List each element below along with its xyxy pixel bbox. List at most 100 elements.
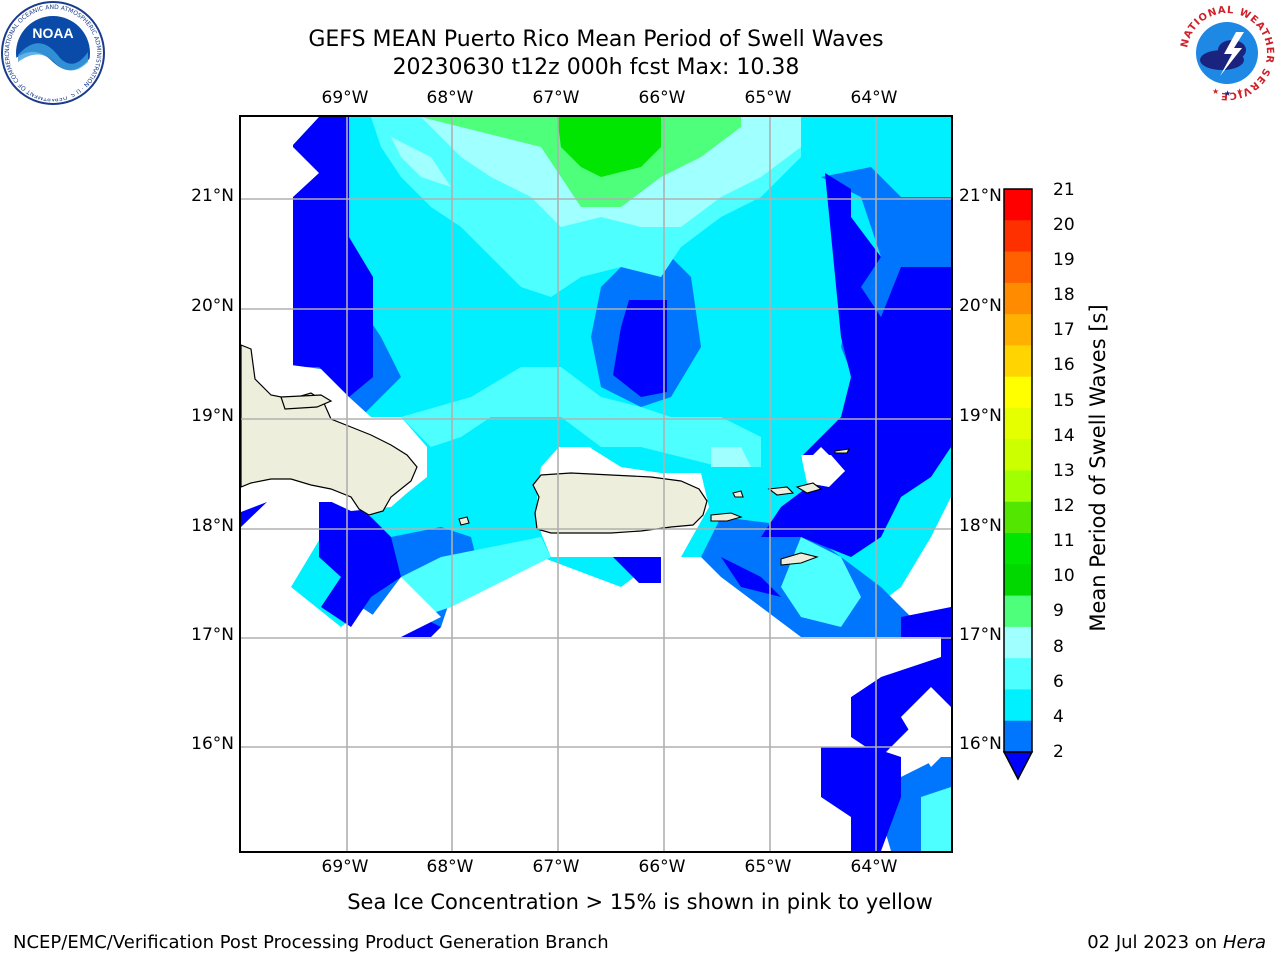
land-st-croix (780, 552, 819, 566)
colorbar-bin (1004, 314, 1032, 346)
colorbar-tick: 12 (1053, 496, 1075, 516)
colorbar-label: Mean Period of Swell Waves [s] (1086, 304, 1110, 632)
title-line-1: GEFS MEAN Puerto Rico Mean Period of Swe… (308, 27, 884, 52)
colorbar-tick: 17 (1053, 320, 1075, 340)
colorbar-tick: 10 (1053, 566, 1075, 586)
field-lt2-nw (293, 117, 373, 397)
footer-machine: Hera (1222, 932, 1266, 953)
colorbar-bin (1004, 220, 1032, 253)
lat-label: 21°N (191, 186, 234, 206)
colorbar-tick: 9 (1053, 601, 1064, 621)
nws-logo: NATIONAL WEATHER SERVICE ★ ★ ★ (1178, 4, 1276, 102)
colorbar-tick: 21 (1053, 180, 1075, 200)
field-8-9-b (391, 137, 451, 187)
land-tortola (795, 482, 823, 494)
chart-title: GEFS MEAN Puerto Rico Mean Period of Swe… (0, 26, 1192, 82)
nodata-st-croix-area (807, 447, 845, 482)
lat-label: 21°N (959, 186, 1002, 206)
colorbar-bin (1004, 345, 1032, 378)
lat-label: 19°N (959, 406, 1002, 426)
colorbar-tick: 15 (1053, 391, 1075, 411)
colorbar-bin (1004, 595, 1032, 628)
field-10-11 (557, 117, 661, 177)
colorbar-bin (1004, 251, 1032, 284)
field-6-8-far-se (921, 787, 951, 851)
colorbar-tick: 2 (1053, 742, 1064, 762)
lon-label: 65°W (744, 857, 792, 877)
colorbar-bin (1004, 439, 1032, 471)
lon-label: 69°W (321, 88, 369, 108)
colorbar-bin (1004, 533, 1032, 565)
lon-label: 66°W (638, 88, 686, 108)
lon-label: 64°W (850, 857, 898, 877)
field-6-8-center (401, 367, 761, 467)
land-hispaniola-nw (280, 394, 333, 410)
grid-lines (241, 117, 951, 851)
colorbar-tick: 16 (1053, 355, 1075, 375)
lat-label: 16°N (191, 734, 234, 754)
colorbar-bin (1004, 282, 1032, 315)
svg-text:★: ★ (1236, 87, 1243, 96)
lat-label: 20°N (191, 296, 234, 316)
lon-label: 65°W (744, 88, 792, 108)
lon-label: 67°W (532, 88, 580, 108)
colorbar-bin (1004, 720, 1032, 753)
field-lt2-pr-south (611, 555, 661, 583)
lon-label: 68°W (426, 857, 474, 877)
title-line-2: 20230630 t12z 000h fcst Max: 10.38 (392, 55, 800, 80)
colorbar-bin (1004, 470, 1032, 503)
colorbar-tick: 4 (1053, 707, 1064, 727)
colorbar-tick: 18 (1053, 285, 1075, 305)
colorbar-tick: 20 (1053, 215, 1075, 235)
colorbar-tick: 8 (1053, 637, 1064, 657)
lat-label: 18°N (191, 516, 234, 536)
land-culebra (732, 490, 744, 498)
lat-label: 17°N (191, 625, 234, 645)
colorbar-bin (1004, 189, 1032, 221)
svg-text:★: ★ (1212, 87, 1219, 96)
colorbar-bin (1004, 407, 1032, 440)
colorbar-under-triangle (1002, 751, 1034, 781)
nodata-south (241, 577, 941, 851)
noaa-text: NOAA (32, 25, 73, 41)
footer-date: 02 Jul 2023 on Hera (1087, 932, 1266, 953)
swell-period-map (241, 117, 951, 851)
colorbar-tick: 11 (1053, 531, 1075, 551)
field-6-8-south (401, 537, 551, 617)
lat-label: 20°N (959, 296, 1002, 316)
lat-label: 17°N (959, 625, 1002, 645)
lon-label: 68°W (426, 88, 474, 108)
lon-label: 69°W (321, 857, 369, 877)
field-8-9-c (711, 447, 751, 467)
colorbar-tick: 13 (1053, 461, 1075, 481)
colorbar (1002, 188, 1034, 781)
land-puerto-rico (532, 472, 708, 534)
colorbar-bin (1004, 658, 1032, 690)
colorbar-bin (1004, 626, 1032, 659)
colorbar-bin (1004, 689, 1032, 722)
lon-label: 64°W (850, 88, 898, 108)
land-mona (458, 516, 470, 526)
lat-label: 19°N (191, 406, 234, 426)
lon-label: 66°W (638, 857, 686, 877)
lon-label: 67°W (532, 857, 580, 877)
footer-on: on (1194, 932, 1218, 953)
field-lt2-south-a (319, 502, 401, 627)
colorbar-bin (1004, 501, 1032, 534)
lat-label: 18°N (959, 516, 1002, 536)
colorbar-bins (1004, 189, 1032, 753)
lat-label: 16°N (959, 734, 1002, 754)
colorbar-frame (1003, 188, 1033, 753)
colorbar-tick: 6 (1053, 672, 1064, 692)
field-lt2-center (613, 300, 667, 397)
colorbar-bin (1004, 564, 1032, 597)
colorbar-tick: 14 (1053, 426, 1075, 446)
sea-ice-note: Sea Ice Concentration > 15% is shown in … (347, 890, 933, 914)
nodata-west-top (241, 117, 319, 347)
footer-date-value: 02 Jul 2023 (1087, 932, 1190, 953)
field-lt2-pr-east (761, 467, 901, 557)
noaa-logo: NATIONAL OCEANIC AND ATMOSPHERIC ADMINIS… (0, 0, 105, 105)
colorbar-tick: 19 (1053, 250, 1075, 270)
land-anegada (834, 448, 850, 454)
field-lt2-far-se (821, 747, 901, 851)
